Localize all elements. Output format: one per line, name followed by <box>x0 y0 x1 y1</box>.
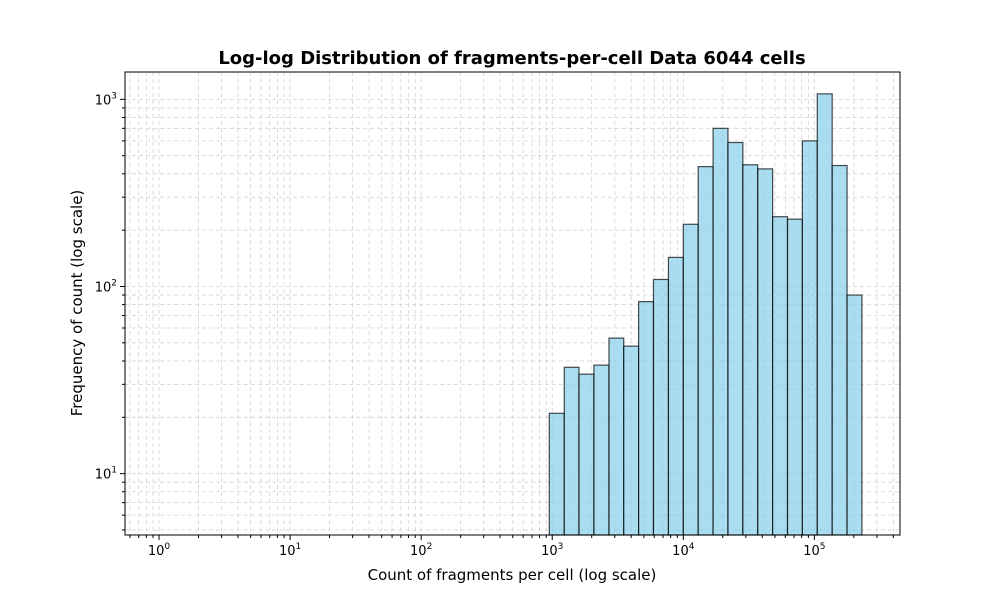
x-tick-label: 104 <box>672 542 695 559</box>
histogram-bar <box>831 164 848 536</box>
histogram-bar <box>757 168 774 536</box>
histogram-bar <box>652 278 670 536</box>
histogram-bar <box>608 337 625 536</box>
histogram-bar <box>638 301 655 536</box>
histogram-bar <box>801 140 818 536</box>
x-tick-label: 102 <box>410 542 432 559</box>
histogram-bar <box>727 141 744 536</box>
y-tick-label: 101 <box>95 466 117 483</box>
x-tick-label: 105 <box>803 542 825 559</box>
x-axis-label: Count of fragments per cell (log scale) <box>368 566 657 584</box>
histogram-bar <box>667 256 684 536</box>
x-tick-label: 100 <box>148 542 171 559</box>
histogram-bar <box>742 164 759 536</box>
chart-title: Log-log Distribution of fragments-per-ce… <box>218 48 805 69</box>
y-tick-label: 103 <box>95 91 117 108</box>
histogram-bar <box>712 127 729 536</box>
histogram-bar <box>816 93 833 536</box>
y-tick-label: 102 <box>95 278 117 295</box>
histogram-bar <box>563 366 580 536</box>
x-tick-label: 103 <box>541 542 563 559</box>
histogram-bar <box>578 373 595 536</box>
histogram-bar <box>548 412 565 536</box>
histogram-bar <box>682 223 699 536</box>
histogram-bar <box>786 218 803 536</box>
histogram-bar <box>772 216 789 536</box>
histogram-bar <box>593 364 610 536</box>
histogram-bars <box>548 93 863 536</box>
histogram-bar <box>623 345 640 536</box>
histogram-bar <box>697 166 714 536</box>
histogram-bar <box>846 294 863 536</box>
axis-ticks: 100 101 102 103 104 105 101 102 103 <box>95 91 894 559</box>
x-tick-label: 101 <box>279 542 301 559</box>
y-axis-label: Frequency of count (log scale) <box>68 190 86 417</box>
